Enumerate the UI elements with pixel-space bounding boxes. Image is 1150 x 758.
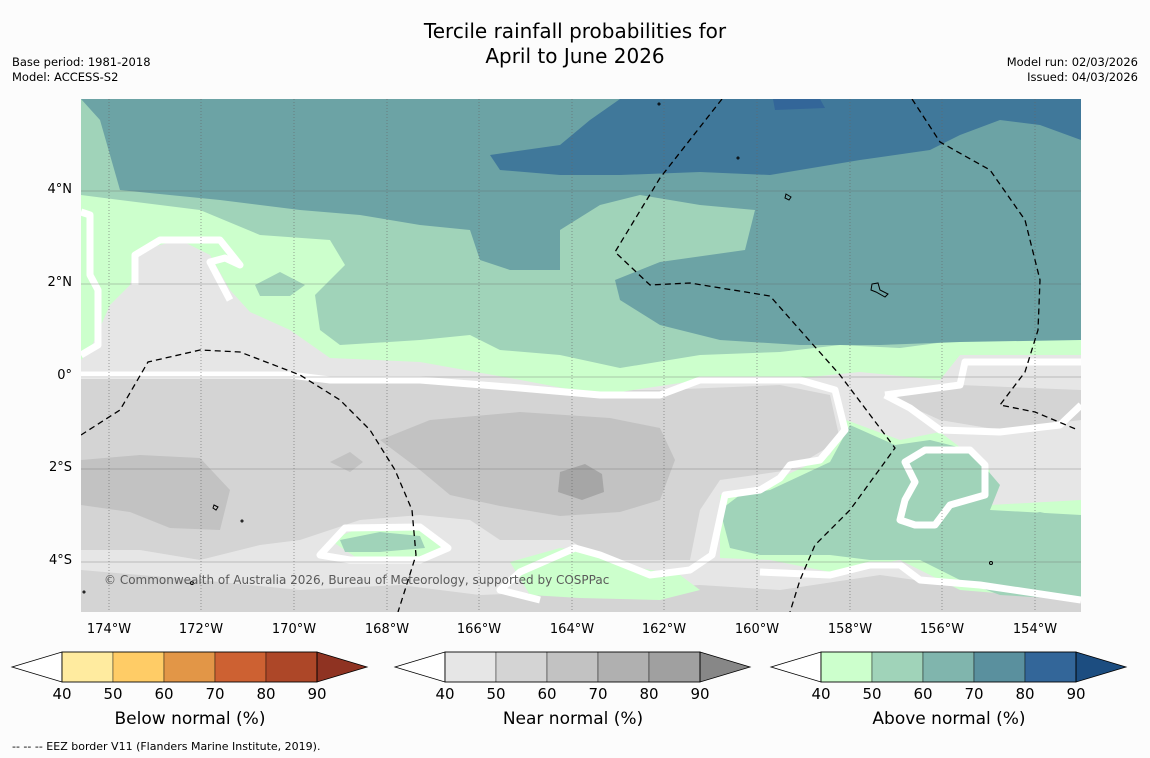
above-tick-60: 60 (913, 685, 933, 703)
model-name: Model: ACCESS-S2 (12, 70, 119, 84)
near-normal-label: Near normal (%) (502, 709, 644, 729)
below-tick-70: 70 (205, 685, 225, 703)
colorbar-above-normal (769, 651, 1128, 683)
lon-tick-158w: 158°W (827, 622, 873, 637)
lon-tick-174w: 174°W (86, 622, 132, 637)
model-run-date: Model run: 02/03/2026 (1006, 55, 1138, 69)
island-8 (736, 156, 740, 160)
lon-tick-170w: 170°W (271, 622, 317, 637)
lon-tick-156w: 156°W (919, 622, 965, 637)
near-normal-60-region-3 (330, 452, 363, 472)
near-normal-60-region-2 (81, 455, 230, 530)
near-normal-70-region (558, 464, 604, 500)
eez-border-central (614, 99, 896, 612)
island-6 (82, 590, 86, 594)
near-tick-40: 40 (435, 685, 455, 703)
above-tick-90: 90 (1066, 685, 1086, 703)
near-tick-70: 70 (588, 685, 608, 703)
island-3 (212, 504, 219, 511)
colorbar-near-normal (393, 651, 752, 683)
base-period: Base period: 1981-2018 (12, 55, 151, 69)
lon-tick-168w: 168°W (364, 622, 410, 637)
above-tick-50: 50 (862, 685, 882, 703)
above-normal-50-region-south-2 (340, 532, 425, 552)
map-gridlines (81, 99, 1081, 612)
island-2 (870, 282, 889, 298)
lon-tick-166w: 166°W (456, 622, 502, 637)
above-normal-label: Above normal (%) (872, 709, 1026, 729)
above-tick-80: 80 (1015, 685, 1035, 703)
island-9 (989, 561, 993, 565)
island-7 (657, 102, 661, 106)
below-tick-40: 40 (52, 685, 72, 703)
map-title: Tercile rainfall probabilities for April… (0, 19, 1150, 69)
below-tick-80: 80 (256, 685, 276, 703)
above-normal-70-region (490, 99, 1081, 175)
near-tick-60: 60 (537, 685, 557, 703)
above-tick-40: 40 (811, 685, 831, 703)
above-normal-40-region-south-2 (510, 548, 700, 600)
issued-date: Issued: 04/03/2026 (1027, 70, 1138, 84)
island-4 (240, 519, 244, 523)
lat-tick-2n: 2°N (47, 275, 73, 290)
land-features (82, 102, 993, 594)
contour-lines (81, 208, 1081, 604)
above-tick-70: 70 (964, 685, 984, 703)
lon-tick-172w: 172°W (178, 622, 224, 637)
lon-tick-154w: 154°W (1012, 622, 1058, 637)
copyright-notice: © Commonwealth of Australia 2026, Bureau… (104, 573, 610, 587)
lat-tick-0: 0° (57, 368, 72, 383)
eez-border-west (81, 349, 417, 612)
eez-borders (81, 99, 1079, 612)
lon-tick-162w: 162°W (641, 622, 687, 637)
below-tick-60: 60 (154, 685, 174, 703)
island-5 (190, 581, 194, 585)
near-normal-50-region-2 (885, 385, 1081, 430)
eez-footnote: -- -- -- EEZ border V11 (Flanders Marine… (12, 740, 321, 753)
probability-map (81, 99, 1081, 612)
above-normal-50-region-south-3 (1010, 512, 1065, 528)
below-normal-label: Below normal (%) (114, 709, 266, 729)
model-info: Base period: 1981-2018 Model: ACCESS-S2 (12, 55, 151, 85)
lat-tick-2s: 2°S (48, 460, 72, 475)
run-info: Model run: 02/03/2026 Issued: 04/03/2026 (1007, 55, 1138, 85)
lon-tick-164w: 164°W (549, 622, 595, 637)
near-tick-90: 90 (690, 685, 710, 703)
lat-tick-4n: 4°N (47, 182, 73, 197)
title-line-2: April to June 2026 (485, 44, 665, 68)
lat-tick-4s: 4°S (48, 553, 72, 568)
island-1 (784, 193, 792, 201)
below-tick-90: 90 (307, 685, 327, 703)
colorbar-below-normal (10, 651, 369, 683)
title-line-1: Tercile rainfall probabilities for (423, 19, 727, 43)
below-tick-50: 50 (103, 685, 123, 703)
above-normal-80-region (773, 99, 825, 110)
lon-tick-160w: 160°W (734, 622, 780, 637)
near-tick-80: 80 (639, 685, 659, 703)
eez-border-east (911, 99, 1079, 431)
near-tick-50: 50 (486, 685, 506, 703)
